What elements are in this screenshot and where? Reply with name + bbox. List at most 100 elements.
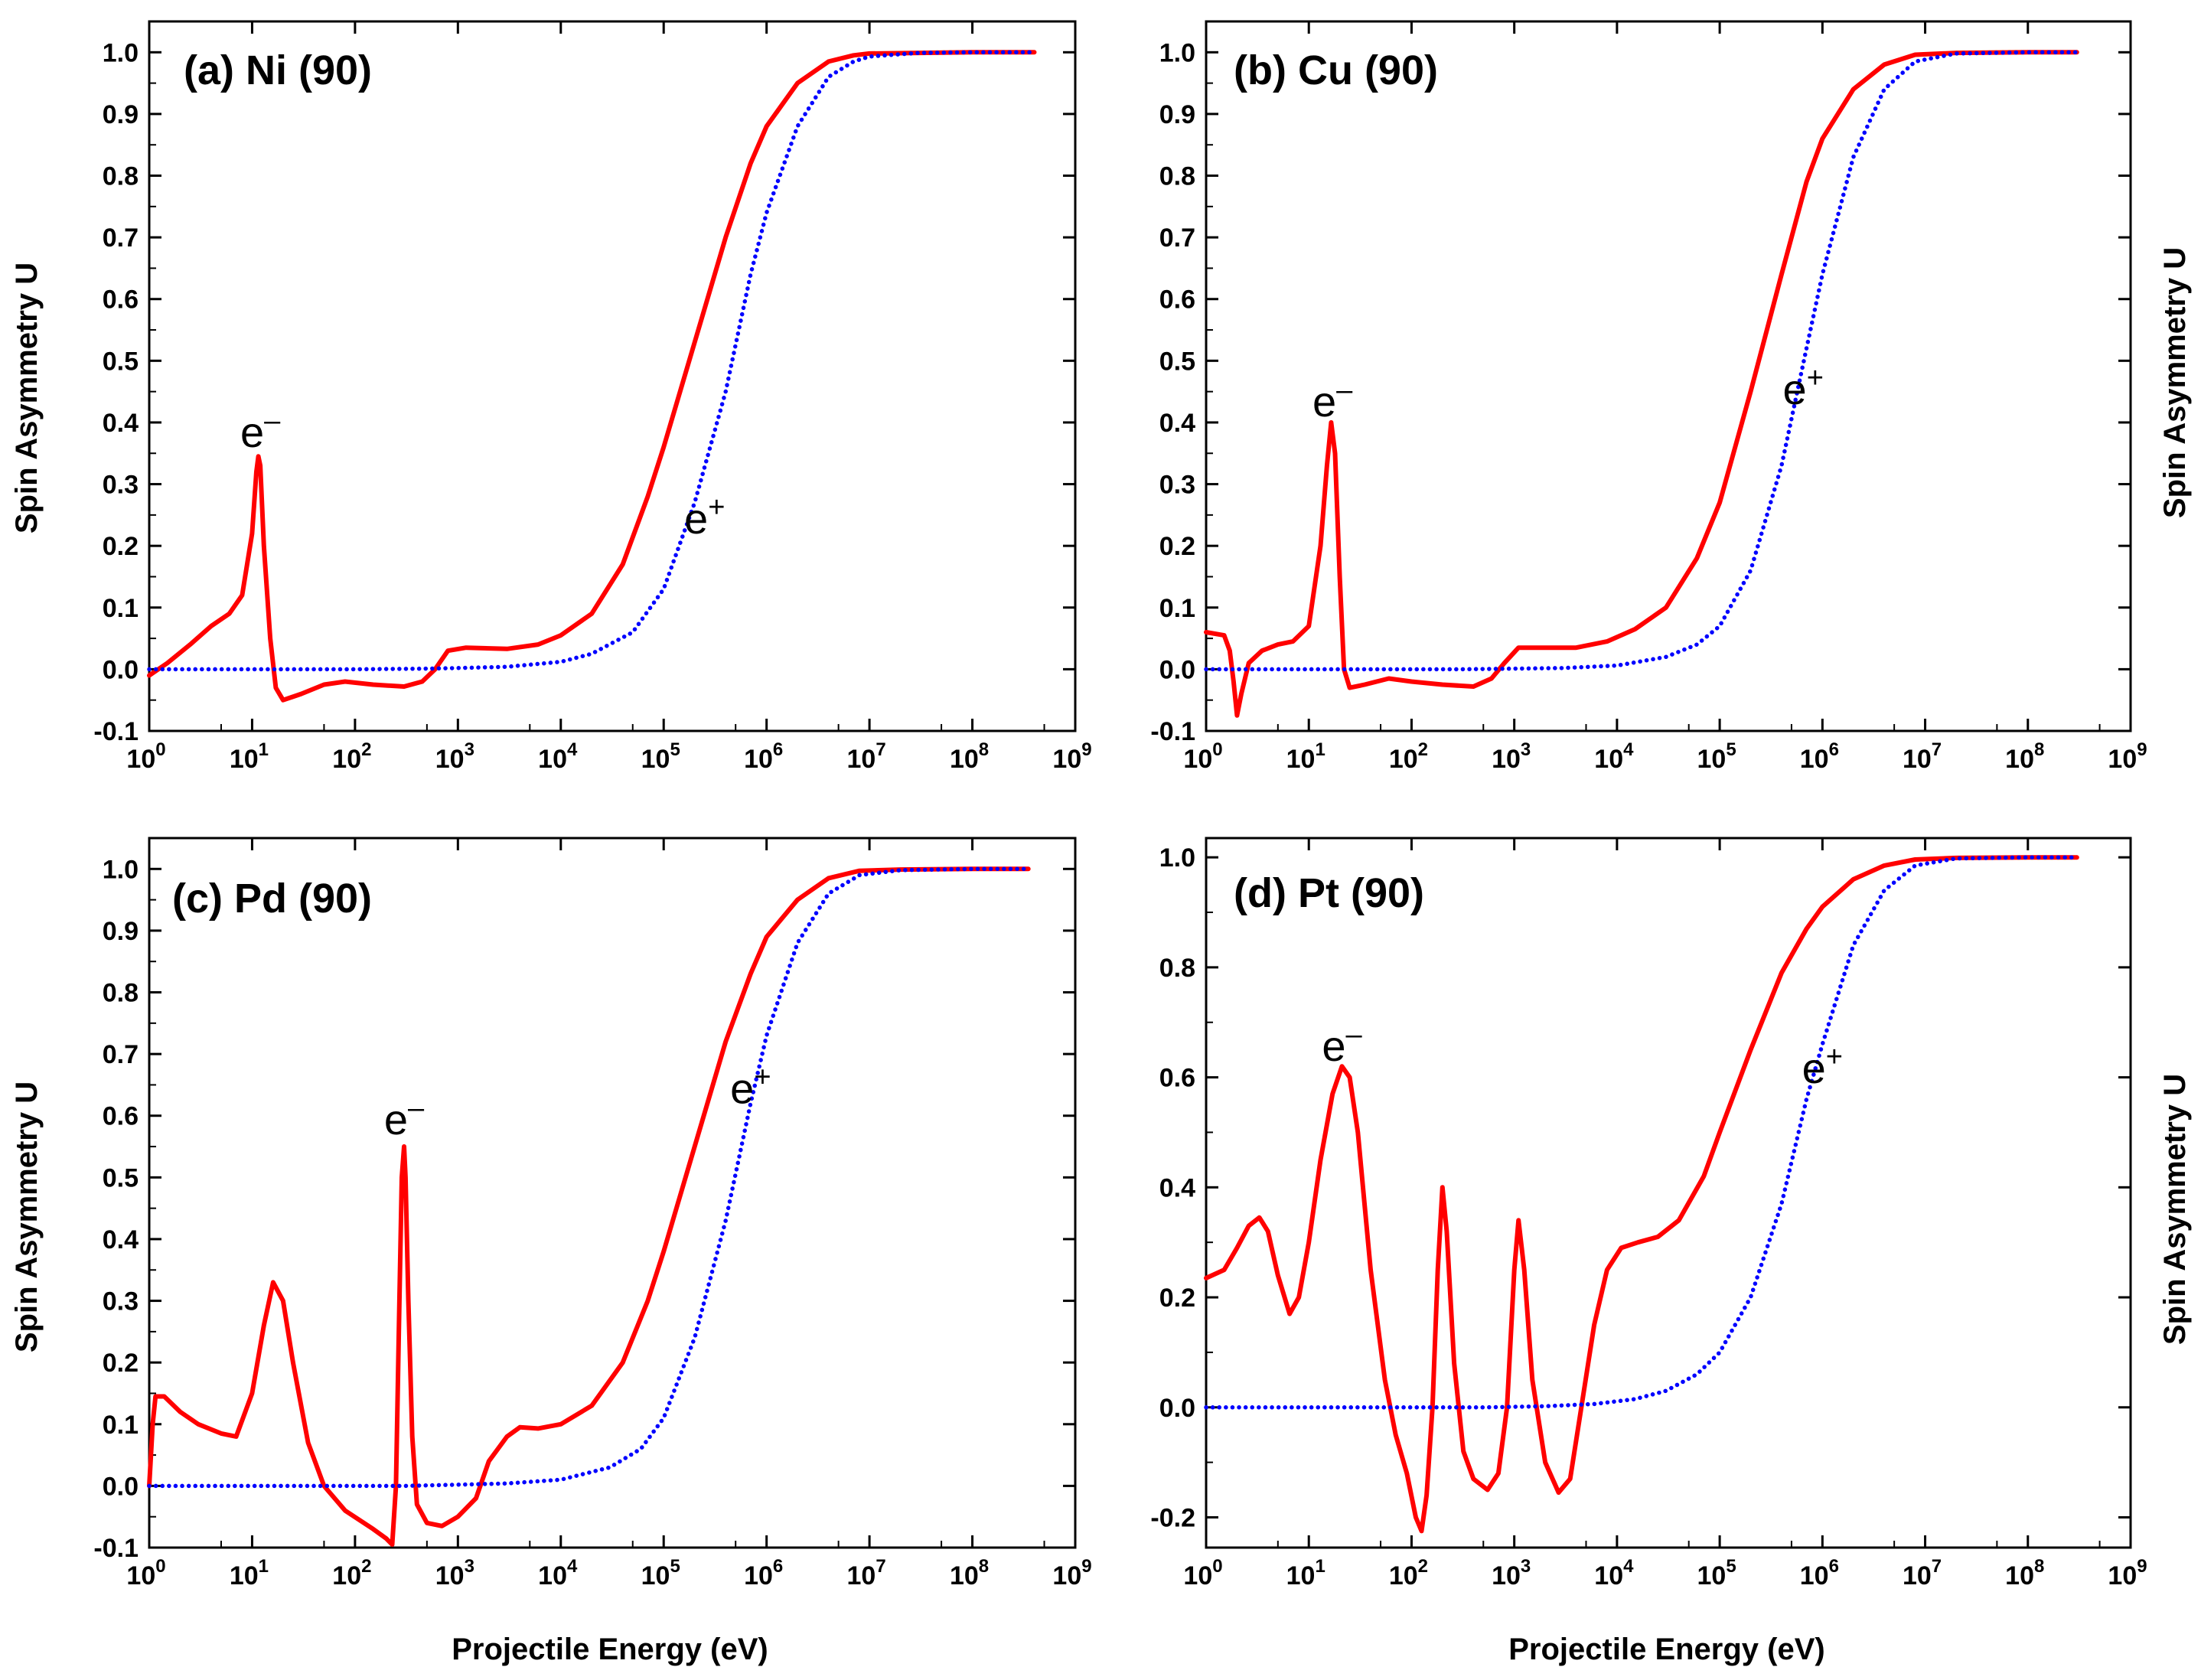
x-tick-label: 104 <box>1594 739 1634 774</box>
x-tick-label: 104 <box>538 739 578 774</box>
curve-annotation: e+ <box>1802 1041 1843 1092</box>
y-tick-label: 0.3 <box>103 1287 139 1316</box>
x-tick-label: 101 <box>230 1556 269 1590</box>
y-tick-label: 0.6 <box>103 285 139 315</box>
plot-frame <box>1205 837 2132 1549</box>
plot-frame <box>148 20 1077 732</box>
y-tick-label: 0.9 <box>103 100 139 129</box>
panel-c-pd: 100 101 102 103 104 105 106 107 108 109 -0.1 0.0 0.1… <box>93 837 1092 1590</box>
curve-annotation: e– <box>240 405 281 456</box>
y-tick-label: 0.5 <box>1159 347 1195 376</box>
x-tick-label: 102 <box>1389 1556 1428 1590</box>
y-tick-label: 0.0 <box>1159 655 1195 684</box>
y-tick-label: 0.6 <box>1159 285 1195 315</box>
y-tick-label: 0.6 <box>103 1102 139 1131</box>
x-tick-label: 105 <box>1697 739 1736 774</box>
y-tick-label: 0.7 <box>103 223 139 253</box>
x-tick-label: 108 <box>2005 1556 2044 1590</box>
panel-d-pt: 100 101 102 103 104 105 106 107 108 109 -0.2 0.0 0.2… <box>1150 837 2147 1590</box>
y-tick-label: 0.7 <box>103 1040 139 1069</box>
curve-annotation: e– <box>1322 1019 1362 1070</box>
x-tick-label: 106 <box>1800 739 1839 774</box>
y-tick-label: 0.5 <box>103 347 139 376</box>
x-tick-label: 107 <box>847 1556 886 1590</box>
series-positron-line <box>1204 855 2079 1410</box>
x-tick-label: 108 <box>2005 739 2044 774</box>
x-tick-label: 103 <box>1492 739 1531 774</box>
panel-b-cu: 100 101 102 103 104 105 106 107 108 109 -0.1 0.0 0.1… <box>1150 20 2147 774</box>
y-tick-label: 0.0 <box>103 655 139 684</box>
x-tick-label: 106 <box>744 739 783 774</box>
series-electron-line <box>1204 855 2079 1534</box>
y-tick-label: 1.0 <box>103 38 139 67</box>
curve-annotation: e+ <box>730 1062 771 1113</box>
y-tick-label: -0.1 <box>93 1534 139 1563</box>
curve-annotation: e+ <box>684 491 725 543</box>
ylabel-right-bottom: Spin Asymmetry U <box>2158 1074 2192 1345</box>
x-tick-label: 109 <box>1052 1556 1091 1590</box>
y-tick-label: -0.1 <box>1150 717 1195 746</box>
panel-title: (c) Pd (90) <box>172 876 372 922</box>
curve-annotation: e– <box>1312 374 1353 426</box>
x-tick-label: 104 <box>538 1556 578 1590</box>
series-positron-line <box>1204 50 2079 672</box>
x-tick-label: 100 <box>126 1556 165 1590</box>
series-positron-line <box>147 50 1037 672</box>
plot-frame <box>148 837 1077 1549</box>
curve-annotation: e– <box>384 1092 425 1143</box>
plot-frame <box>1205 20 2132 732</box>
x-tick-label: 105 <box>1697 1556 1736 1590</box>
y-tick-label: 1.0 <box>103 855 139 884</box>
x-tick-label: 107 <box>1903 1556 1942 1590</box>
y-tick-label: -0.1 <box>93 717 139 746</box>
y-tick-label: 1.0 <box>1159 843 1195 873</box>
x-tick-label: 108 <box>950 1556 989 1590</box>
x-tick-label: 109 <box>2108 739 2147 774</box>
x-tick-label: 101 <box>1286 739 1325 774</box>
y-tick-label: 0.1 <box>103 1411 139 1440</box>
y-tick-label: 0.4 <box>103 1225 139 1254</box>
panel-title: (b) Cu (90) <box>1234 47 1438 93</box>
x-tick-label: 105 <box>641 1556 680 1590</box>
y-tick-label: 1.0 <box>1159 38 1195 67</box>
ylabel-left-bottom: Spin Asymmetry U <box>10 1081 44 1352</box>
series-electron-line <box>147 866 1031 1547</box>
panel-title: (a) Ni (90) <box>184 47 372 93</box>
y-tick-label: 0.1 <box>1159 594 1195 623</box>
x-tick-label: 106 <box>1800 1556 1839 1590</box>
y-tick-label: 0.5 <box>103 1163 139 1192</box>
y-tick-label: 0.0 <box>103 1472 139 1501</box>
curve-annotation: e+ <box>1783 362 1824 413</box>
y-tick-label: 0.2 <box>103 532 139 561</box>
panel-title: (d) Pt (90) <box>1234 870 1424 916</box>
y-tick-label: 0.8 <box>1159 954 1195 983</box>
series-positron-line <box>147 866 1031 1489</box>
y-tick-label: 0.2 <box>103 1349 139 1378</box>
x-tick-label: 102 <box>1389 739 1428 774</box>
y-tick-label: -0.2 <box>1150 1503 1195 1532</box>
y-tick-label: 0.8 <box>103 162 139 191</box>
x-tick-label: 103 <box>1492 1556 1531 1590</box>
y-tick-label: 0.4 <box>103 409 139 438</box>
y-tick-label: 0.3 <box>103 471 139 500</box>
x-tick-label: 105 <box>641 739 680 774</box>
x-tick-label: 108 <box>950 739 989 774</box>
x-tick-label: 103 <box>435 739 474 774</box>
x-tick-label: 106 <box>744 1556 783 1590</box>
series-electron-line <box>147 50 1037 703</box>
x-tick-label: 107 <box>1903 739 1942 774</box>
xlabel-left: Projectile Energy (eV) <box>452 1633 768 1666</box>
y-tick-label: 0.2 <box>1159 532 1195 561</box>
ylabel-right-top: Spin Asymmetry U <box>2158 247 2192 518</box>
x-tick-label: 100 <box>126 739 165 774</box>
x-tick-label: 100 <box>1183 739 1222 774</box>
x-tick-label: 103 <box>435 1556 474 1590</box>
y-tick-label: 0.8 <box>103 979 139 1008</box>
y-tick-label: 0.6 <box>1159 1064 1195 1093</box>
x-tick-label: 101 <box>1286 1556 1325 1590</box>
ylabel-left-top: Spin Asymmetry U <box>10 263 44 533</box>
x-tick-label: 102 <box>332 739 371 774</box>
y-tick-label: 0.4 <box>1159 1173 1195 1202</box>
y-tick-label: 0.2 <box>1159 1284 1195 1313</box>
